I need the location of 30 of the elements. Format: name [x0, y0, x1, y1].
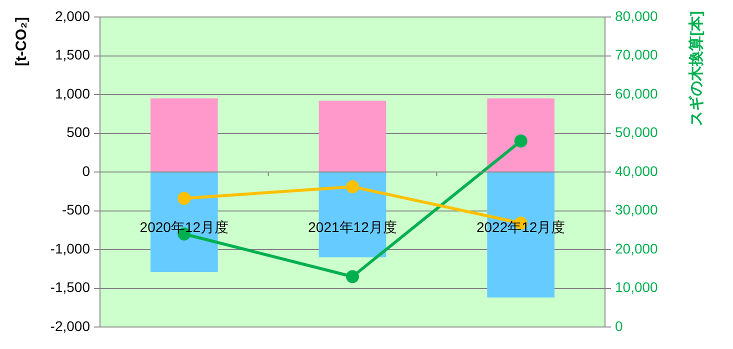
y-tick-label: 1,000: [54, 85, 90, 102]
y-tick-label: 1,500: [54, 46, 90, 63]
point: [346, 180, 359, 194]
y2-tick-label: 20,000: [615, 240, 658, 256]
y2-tick-label: 50,000: [615, 124, 658, 140]
bar: [487, 98, 554, 172]
y2-tick-label: 0: [615, 318, 623, 334]
y-tick-label: 2,000: [54, 8, 90, 24]
y2-tick-label: 40,000: [615, 162, 658, 179]
y-tick-label: 500: [66, 124, 90, 140]
point: [514, 134, 528, 148]
bar: [150, 98, 218, 172]
point: [178, 192, 191, 205]
y2-tick-label: 70,000: [615, 46, 658, 63]
y-tick-label: 0: [82, 162, 90, 179]
y-tick-label: -2,000: [50, 318, 90, 334]
y2-axis-title: スギの木換算[本]: [688, 11, 706, 126]
y2-tick-label: 80,000: [615, 8, 658, 24]
y2-tick-label: 60,000: [615, 85, 658, 102]
y-axis-title: [t-CO₂]: [13, 17, 30, 66]
y-tick-label: -500: [62, 202, 90, 218]
point: [346, 270, 359, 284]
x-tick-label: 2021年12月度: [308, 218, 397, 235]
x-tick-label: 2020年12月度: [140, 218, 229, 235]
x-tick-label: 2022年12月度: [476, 218, 566, 235]
y-tick-label: -1,500: [50, 279, 90, 296]
bar: [318, 100, 386, 172]
y2-tick-label: 30,000: [615, 202, 658, 218]
y2-tick-label: 10,000: [615, 279, 658, 296]
y-tick-label: -1,000: [50, 240, 90, 256]
